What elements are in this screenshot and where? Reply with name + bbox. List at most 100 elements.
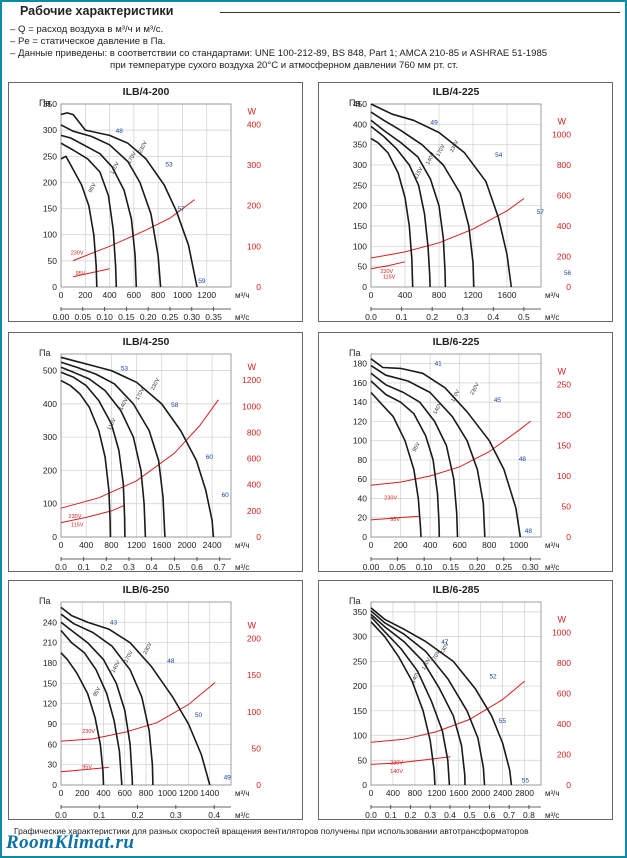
x2-tick-label: 0.0 xyxy=(365,312,377,322)
x2-tick-label: 0.1 xyxy=(385,810,397,820)
speed-label: 230V xyxy=(142,641,153,655)
operating-point-label: 58 xyxy=(171,402,179,409)
pressure-curve-max-0 xyxy=(370,607,513,786)
x2-tick-label: 0.6 xyxy=(484,810,496,820)
x-tick-label: 1000 xyxy=(158,788,177,798)
power-curve-230v xyxy=(60,399,219,509)
x2-tick-label: 0.10 xyxy=(96,312,113,322)
y2-tick-label: 400 xyxy=(557,719,571,729)
y-tick-label: 100 xyxy=(353,241,367,251)
x-tick-label: 1200 xyxy=(427,788,446,798)
pressure-curve-max-0 xyxy=(60,356,215,538)
power-curve-115v xyxy=(60,505,125,524)
x-tick-label: 0 xyxy=(59,290,64,300)
x2-tick-label: 0.4 xyxy=(444,810,456,820)
power-curve-label: 230V xyxy=(390,761,403,767)
chart-ilb-6-250: ILB/6-250 0 30 60 90 120 150 180 210 240 Па 0 50 100 1… xyxy=(8,580,303,820)
y2-tick-label: 0 xyxy=(256,532,261,542)
y-tick-label: 350 xyxy=(43,99,57,109)
x-tick-label: 800 xyxy=(432,290,446,300)
y2-tick-label: 150 xyxy=(247,670,261,680)
x-tick-label: 400 xyxy=(96,788,110,798)
x-axis-label: м³/ч xyxy=(235,541,250,550)
y-tick-label: 140 xyxy=(353,397,367,407)
x2-tick-label: 0.4 xyxy=(487,312,499,322)
x-tick-label: 0 xyxy=(369,788,374,798)
x2-axis-label: м³/с xyxy=(545,811,559,820)
y2-axis-label: W xyxy=(248,106,257,116)
power-curve-label: 95V xyxy=(82,764,92,770)
x2-axis-label: м³/с xyxy=(235,811,249,820)
x2-tick-label: 0.4 xyxy=(208,810,220,820)
x-axis-label: м³/ч xyxy=(235,789,250,798)
x-tick-label: 2000 xyxy=(177,540,196,550)
y-axis-label: Па xyxy=(349,596,360,606)
x-tick-label: 0 xyxy=(59,788,64,798)
pressure-curve-230v xyxy=(370,610,486,786)
y-axis-label: Па xyxy=(39,596,50,606)
x2-tick-label: 0.5 xyxy=(464,810,476,820)
y2-tick-label: 50 xyxy=(562,502,572,512)
x-tick-label: 1200 xyxy=(179,788,198,798)
x-tick-label: 0 xyxy=(59,540,64,550)
x-tick-label: 1000 xyxy=(509,540,528,550)
y2-tick-label: 0 xyxy=(566,780,571,790)
x2-axis-label: м³/с xyxy=(545,563,559,572)
y2-tick-label: 600 xyxy=(557,689,571,699)
x2-tick-label: 0.1 xyxy=(396,312,408,322)
y-tick-label: 400 xyxy=(43,399,57,409)
page-title: Рабочие характеристики xyxy=(20,4,174,18)
x-tick-label: 400 xyxy=(79,540,93,550)
note-line-3: – Данные приведены: в соответствии со ст… xyxy=(10,48,548,59)
operating-point-label: 43 xyxy=(110,619,118,626)
speed-label: 115V xyxy=(107,417,118,431)
speed-label: 95V xyxy=(93,686,103,698)
pressure-curve-max-0 xyxy=(370,358,522,538)
x-tick-label: 600 xyxy=(118,788,132,798)
y2-axis-label: W xyxy=(558,367,567,377)
x2-tick-label: 0.1 xyxy=(78,562,90,572)
x-tick-label: 1200 xyxy=(127,540,146,550)
x2-tick-label: 0.30 xyxy=(522,562,539,572)
y-tick-label: 300 xyxy=(43,125,57,135)
x2-axis-label: м³/с xyxy=(235,563,249,572)
pressure-curve-115v xyxy=(60,379,112,538)
speed-label: 140V xyxy=(119,397,130,411)
site-logo[interactable]: RoomKlimat.ru xyxy=(6,832,135,853)
x2-tick-label: 0.25 xyxy=(162,312,179,322)
x2-tick-label: 0.30 xyxy=(183,312,200,322)
x-tick-label: 1600 xyxy=(449,788,468,798)
note-line-1: – Q = расход воздуха в м³/ч и м³/с. xyxy=(10,24,164,35)
y-tick-label: 400 xyxy=(353,119,367,129)
speed-label: 230V xyxy=(138,140,149,154)
y-tick-label: 0 xyxy=(52,532,57,542)
y-tick-label: 250 xyxy=(353,656,367,666)
pressure-curve-115v xyxy=(370,137,414,288)
plot-area xyxy=(60,601,232,786)
operating-point-label: 48 xyxy=(116,128,124,135)
y2-tick-label: 150 xyxy=(557,441,571,451)
y-tick-label: 200 xyxy=(353,681,367,691)
operating-point-label: 47 xyxy=(441,639,449,646)
y2-tick-label: 300 xyxy=(247,160,261,170)
x2-tick-label: 0.0 xyxy=(55,562,67,572)
y-tick-label: 300 xyxy=(353,160,367,170)
y2-tick-label: 600 xyxy=(557,191,571,201)
x2-tick-label: 0.2 xyxy=(132,810,144,820)
power-curve-label: 230V xyxy=(384,496,397,502)
y-tick-label: 150 xyxy=(353,221,367,231)
x2-tick-label: 0.6 xyxy=(191,562,203,572)
y2-tick-label: 600 xyxy=(247,454,261,464)
y2-tick-label: 200 xyxy=(247,506,261,516)
y-tick-label: 300 xyxy=(353,632,367,642)
y2-tick-label: 800 xyxy=(247,427,261,437)
y-tick-label: 60 xyxy=(358,474,368,484)
y2-axis-label: W xyxy=(248,362,257,372)
y-tick-label: 240 xyxy=(43,617,57,627)
pressure-curve-95v xyxy=(60,155,98,288)
x-tick-label: 0 xyxy=(369,540,374,550)
y-tick-label: 50 xyxy=(48,256,58,266)
y-axis-label: Па xyxy=(349,98,360,108)
